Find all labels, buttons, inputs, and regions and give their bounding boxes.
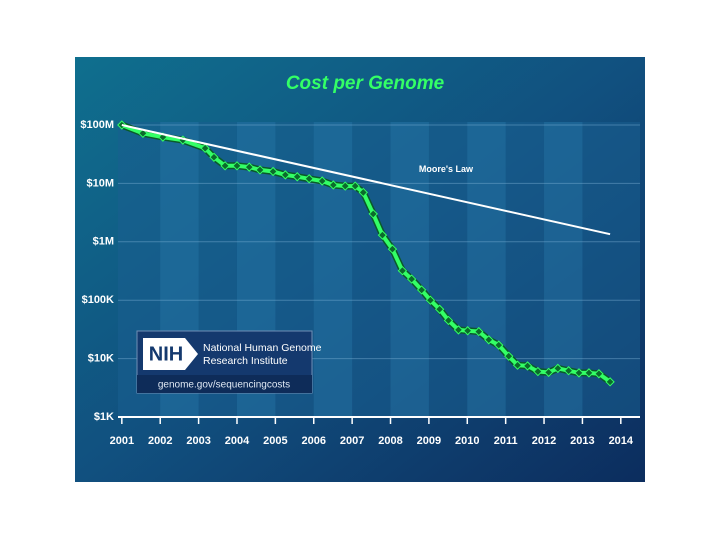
data-point [387,244,398,254]
data-point [563,366,574,376]
data-point [209,152,219,162]
data-point [594,369,604,379]
logo-acronym: NIH [149,343,183,365]
data-point [232,161,242,171]
data-point [443,315,454,326]
data-point [268,166,278,177]
data-point [292,172,302,182]
data-point [220,161,230,171]
data-point [494,340,504,350]
x-tick-label: 2001 [110,435,134,447]
data-point [397,265,408,276]
logo-name: National Human Genome [203,342,322,354]
y-tick-label: $1K [94,411,114,423]
data-point [304,174,314,184]
data-point [138,128,148,139]
x-tick-label: 2005 [263,435,287,447]
data-point [340,181,350,191]
data-point [406,274,417,284]
data-point [377,230,388,240]
logo-badge [143,338,198,370]
data-point [553,363,563,374]
data-point [368,209,378,219]
data-point [453,325,464,335]
x-tick-label: 2009 [417,435,441,447]
data-point [317,176,327,186]
x-tick-label: 2002 [148,435,172,447]
data-point [255,165,265,175]
series-label: Moore's Law [419,164,474,174]
data-point [474,326,484,337]
x-tick-label: 2003 [186,435,210,447]
data-point [512,360,523,370]
x-tick-label: 2010 [455,435,479,447]
data-point [533,366,543,377]
year-stripe [313,122,353,417]
logo-footer [137,375,312,393]
data-point [504,351,514,361]
year-stripe [467,122,506,417]
y-tick-label: $1M [93,236,114,248]
x-tick-label: 2008 [378,435,402,447]
data-point [462,326,473,336]
data-point [244,162,254,172]
x-tick-label: 2014 [609,435,634,447]
data-point [543,367,554,378]
series-line [121,124,611,236]
data-point [484,335,494,345]
data-point [350,181,360,191]
x-tick-label: 2004 [225,435,250,447]
data-point [605,377,615,387]
data-point [425,295,436,305]
chart-title: Cost per Genome [286,73,445,94]
data-point [434,304,445,314]
data-point [522,361,533,371]
data-point [200,143,210,153]
y-tick-label: $100M [80,119,114,131]
data-point [584,368,594,378]
data-point [328,180,339,190]
logo-url: genome.gov/sequencingcosts [158,380,290,391]
data-point [574,368,584,378]
logo-name: Research Institute [203,355,288,367]
y-tick-label: $10M [86,177,114,189]
x-tick-label: 2007 [340,435,364,447]
year-stripe [390,122,429,417]
data-point [416,285,427,295]
x-tick-label: 2012 [532,435,556,447]
x-tick-label: 2011 [494,435,518,447]
logo: NIH National Human Genome Research Insti… [136,330,322,394]
x-tick-label: 2013 [570,435,594,447]
y-tick-label: $10K [88,353,114,365]
y-tick-label: $100K [82,294,114,306]
x-tick-label: 2006 [302,435,326,447]
data-point [280,170,291,180]
data-point [358,187,368,198]
